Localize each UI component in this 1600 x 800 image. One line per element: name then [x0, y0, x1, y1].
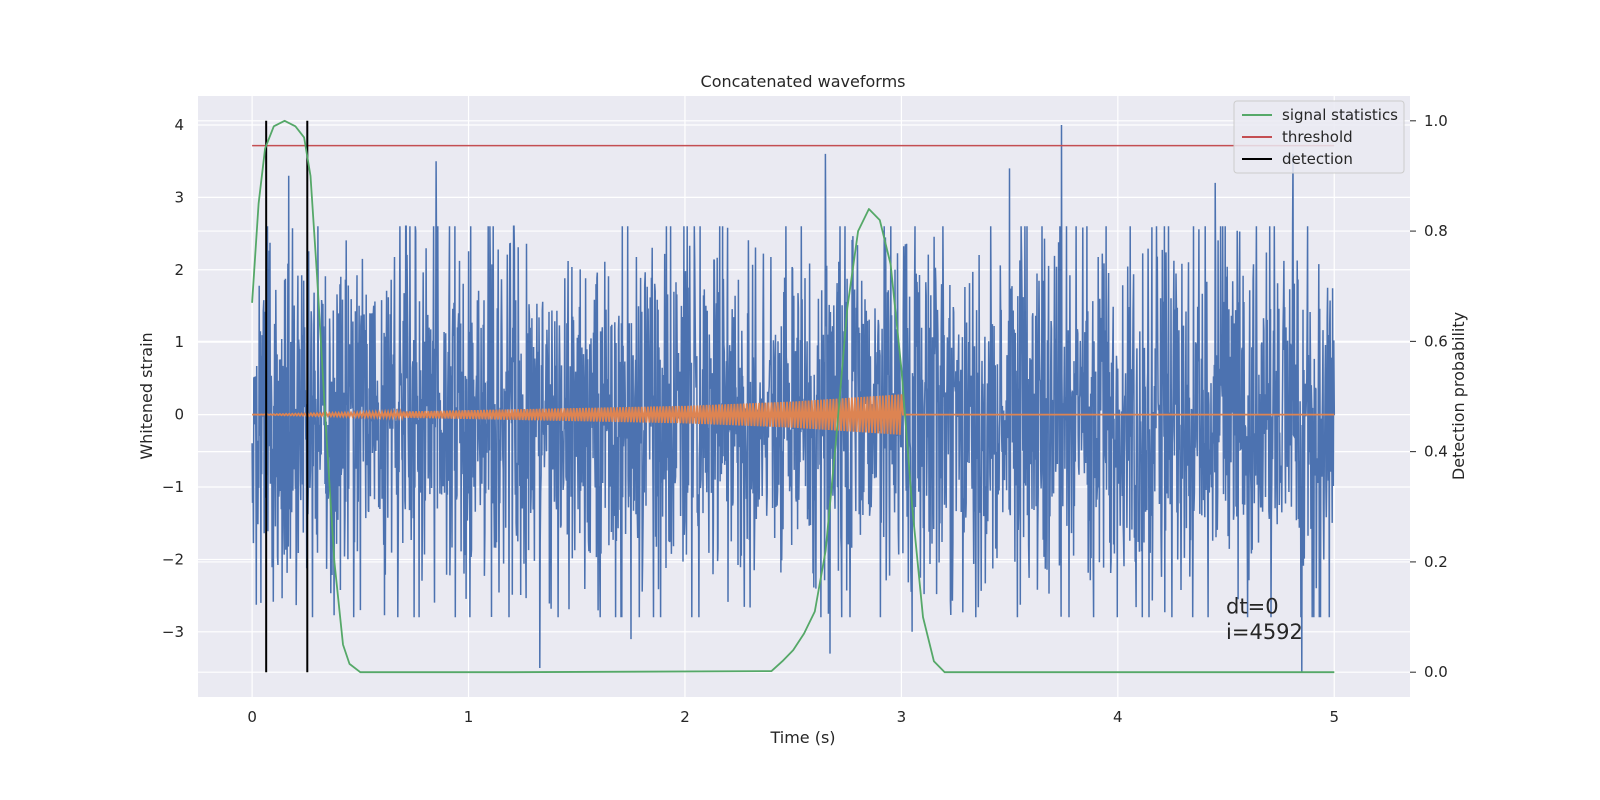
y2-tick-label: 0.6 — [1424, 332, 1448, 350]
legend-label: detection — [1282, 150, 1353, 168]
y-tick-label: 2 — [174, 261, 184, 279]
legend: signal statistics threshold detection — [1233, 100, 1405, 174]
series-layer — [251, 119, 1336, 674]
y-tick-label: 3 — [174, 188, 184, 206]
x-tick-label: 3 — [897, 708, 907, 726]
y-axis-label: Whitened strain — [137, 332, 156, 459]
y2-tick-label: 0.2 — [1424, 553, 1448, 571]
legend-box — [1233, 100, 1405, 174]
x-tick-label: 0 — [247, 708, 257, 726]
x-tick-label: 2 — [680, 708, 690, 726]
x-tick-label: 1 — [464, 708, 474, 726]
y2-tick-label: 0.4 — [1424, 443, 1448, 461]
ticks: 0 1 2 3 4 5 −3 −2 −1 0 1 2 3 4 0.0 0.2 0.4 0.6 0.8 1.0 — [162, 112, 1448, 726]
y-tick-label: −2 — [162, 550, 184, 568]
annotations: dt=0i=4592 — [1226, 595, 1303, 644]
x-axis-label: Time (s) — [769, 728, 835, 747]
y2-axis-label: Detection probability — [1449, 312, 1468, 480]
annotation-i: i=4592 — [1226, 620, 1303, 644]
y2-tick-label: 0.0 — [1424, 663, 1448, 681]
injection-line — [252, 394, 1335, 435]
legend-label: threshold — [1282, 128, 1353, 146]
y-tick-label: 4 — [174, 116, 184, 134]
x-tick-label: 4 — [1113, 708, 1123, 726]
y2-tick-label: 0.8 — [1424, 222, 1448, 240]
y-tick-label: −1 — [162, 478, 184, 496]
x-tick-label: 5 — [1329, 708, 1339, 726]
y-tick-label: −3 — [162, 623, 184, 641]
legend-label: signal statistics — [1282, 106, 1398, 124]
y-tick-label: 1 — [174, 333, 184, 351]
chart-title: Concatenated waveforms — [701, 72, 906, 91]
y2-tick-label: 1.0 — [1424, 112, 1448, 130]
y-tick-label: 0 — [174, 406, 184, 424]
annotation-dt: dt=0 — [1226, 595, 1279, 619]
statistics-line — [251, 119, 1335, 674]
